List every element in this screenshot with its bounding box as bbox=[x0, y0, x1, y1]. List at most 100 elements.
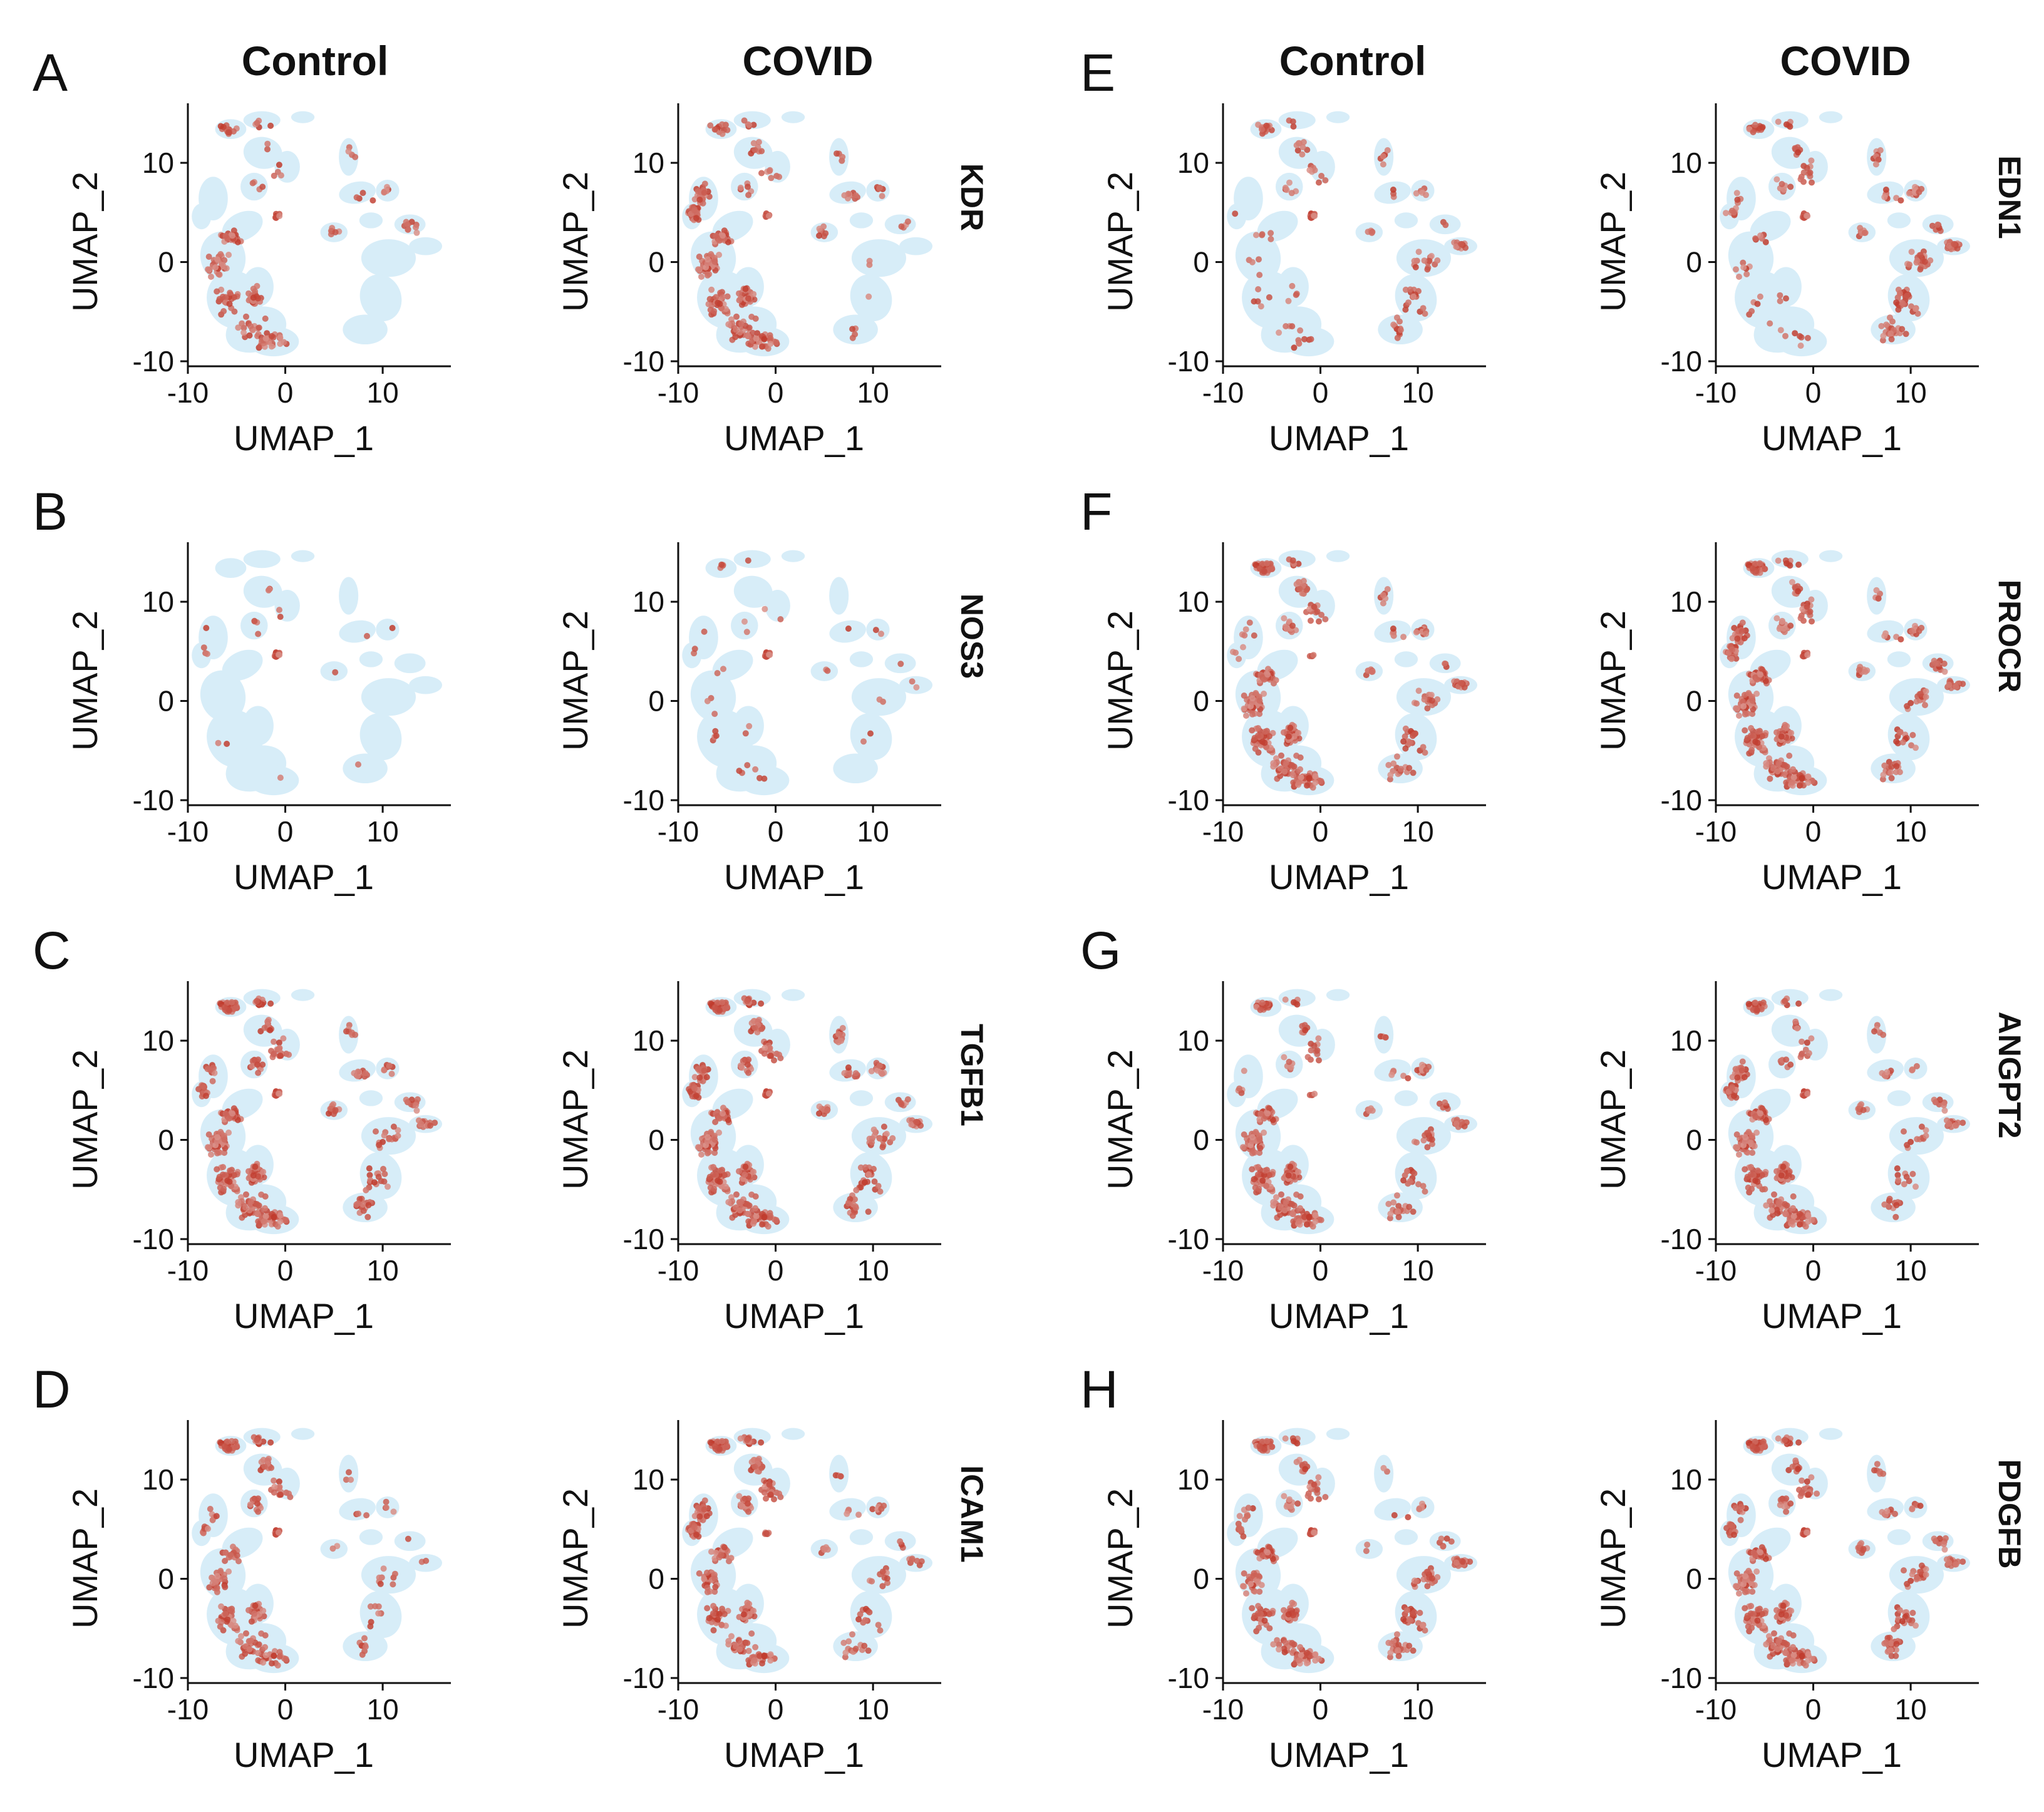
expression-point bbox=[1270, 1199, 1277, 1205]
x-axis-label: UMAP_1 bbox=[1269, 418, 1409, 458]
expression-point bbox=[876, 1063, 883, 1069]
expression-point bbox=[1240, 644, 1246, 651]
expression-point bbox=[710, 1603, 717, 1609]
expression-point bbox=[216, 1173, 223, 1180]
expression-point bbox=[386, 1136, 393, 1143]
expression-point bbox=[230, 1543, 236, 1550]
expression-point bbox=[262, 1213, 269, 1220]
expression-point bbox=[1290, 999, 1297, 1006]
expression-point bbox=[765, 345, 772, 352]
expression-point bbox=[262, 335, 269, 342]
cell-cloud bbox=[339, 577, 359, 615]
expression-point bbox=[373, 1128, 379, 1135]
expression-point bbox=[1251, 1176, 1257, 1183]
expression-point bbox=[326, 1110, 332, 1117]
expression-point bbox=[1904, 703, 1911, 709]
expression-point bbox=[719, 999, 726, 1006]
expression-point bbox=[712, 1119, 719, 1125]
cell-cloud bbox=[731, 611, 758, 640]
x-tick-label: -10 bbox=[658, 376, 699, 409]
expression-point bbox=[1899, 739, 1906, 746]
expression-point bbox=[732, 1204, 739, 1211]
expression-point bbox=[1428, 252, 1435, 259]
expression-point bbox=[1912, 622, 1918, 629]
cell-cloud bbox=[394, 653, 426, 674]
expression-point bbox=[1434, 696, 1441, 703]
expression-point bbox=[693, 215, 699, 222]
expression-point bbox=[1734, 197, 1741, 203]
expression-point bbox=[909, 678, 916, 685]
expression-point bbox=[852, 1070, 859, 1077]
expression-point bbox=[1875, 156, 1882, 163]
expression-point bbox=[1790, 774, 1797, 781]
expression-point bbox=[913, 684, 920, 691]
expression-point bbox=[271, 1050, 277, 1057]
expression-point bbox=[249, 180, 256, 187]
cell-cloud bbox=[339, 138, 359, 176]
expression-point bbox=[261, 1463, 268, 1470]
expression-point bbox=[1263, 1183, 1270, 1189]
expression-point bbox=[1767, 775, 1773, 782]
expression-point bbox=[1256, 256, 1262, 263]
expression-point bbox=[261, 1218, 267, 1225]
expression-point bbox=[359, 1651, 366, 1658]
expression-point bbox=[1264, 560, 1271, 567]
expression-point bbox=[225, 1568, 232, 1575]
x-axis-label: UMAP_1 bbox=[724, 1296, 864, 1336]
cell-cloud bbox=[733, 550, 771, 569]
expression-point bbox=[704, 272, 711, 279]
y-tick-label: 10 bbox=[1177, 147, 1209, 179]
expression-point bbox=[767, 1491, 774, 1498]
expression-point bbox=[898, 1101, 905, 1108]
expression-point bbox=[1415, 1181, 1422, 1188]
cell-cloud bbox=[359, 651, 383, 667]
x-axis-label: UMAP_1 bbox=[1762, 418, 1902, 458]
expression-point bbox=[1301, 1022, 1308, 1029]
expression-point bbox=[1296, 1218, 1303, 1225]
expression-point bbox=[1808, 596, 1815, 603]
y-axis-label: UMAP_2 bbox=[65, 1488, 105, 1629]
expression-point bbox=[1762, 565, 1768, 572]
expression-point bbox=[1285, 1172, 1292, 1179]
expression-point bbox=[1289, 772, 1296, 779]
expression-point bbox=[1932, 660, 1939, 667]
expression-point bbox=[271, 1477, 277, 1484]
expression-point bbox=[701, 1497, 708, 1504]
y-tick-label: 0 bbox=[158, 1563, 174, 1595]
expression-point bbox=[1308, 1047, 1314, 1054]
expression-point bbox=[1763, 760, 1770, 766]
expression-point bbox=[852, 1645, 859, 1652]
expression-point bbox=[1311, 1042, 1318, 1049]
expression-point bbox=[862, 1164, 869, 1171]
expression-point bbox=[723, 1183, 729, 1190]
expression-point bbox=[214, 288, 220, 295]
expression-point bbox=[1748, 308, 1755, 314]
cell-cloud bbox=[215, 558, 247, 579]
expression-point bbox=[1395, 1213, 1402, 1220]
expression-point bbox=[225, 1130, 232, 1136]
y-tick-label: 10 bbox=[1177, 585, 1209, 618]
expression-point bbox=[346, 1469, 352, 1476]
y-axis-label: UMAP_2 bbox=[1100, 1049, 1140, 1190]
expression-point bbox=[1252, 745, 1259, 752]
expression-point bbox=[869, 1578, 875, 1585]
expression-point bbox=[1380, 161, 1386, 168]
gene-label-kdr: KDR bbox=[954, 163, 989, 231]
expression-point bbox=[748, 1020, 755, 1026]
expression-point bbox=[1729, 1074, 1736, 1081]
expression-point bbox=[1407, 1178, 1413, 1185]
expression-point bbox=[708, 286, 715, 293]
cell-cloud bbox=[731, 172, 758, 201]
expression-point bbox=[1880, 1031, 1887, 1038]
expression-point bbox=[1385, 761, 1392, 768]
expression-point bbox=[832, 1472, 839, 1479]
expression-point bbox=[205, 1525, 211, 1532]
expression-point bbox=[243, 1630, 249, 1637]
expression-point bbox=[1775, 759, 1782, 766]
y-tick-label: -10 bbox=[133, 784, 174, 816]
expression-point bbox=[1251, 734, 1258, 741]
expression-point bbox=[713, 733, 720, 739]
expression-point bbox=[853, 1187, 860, 1193]
